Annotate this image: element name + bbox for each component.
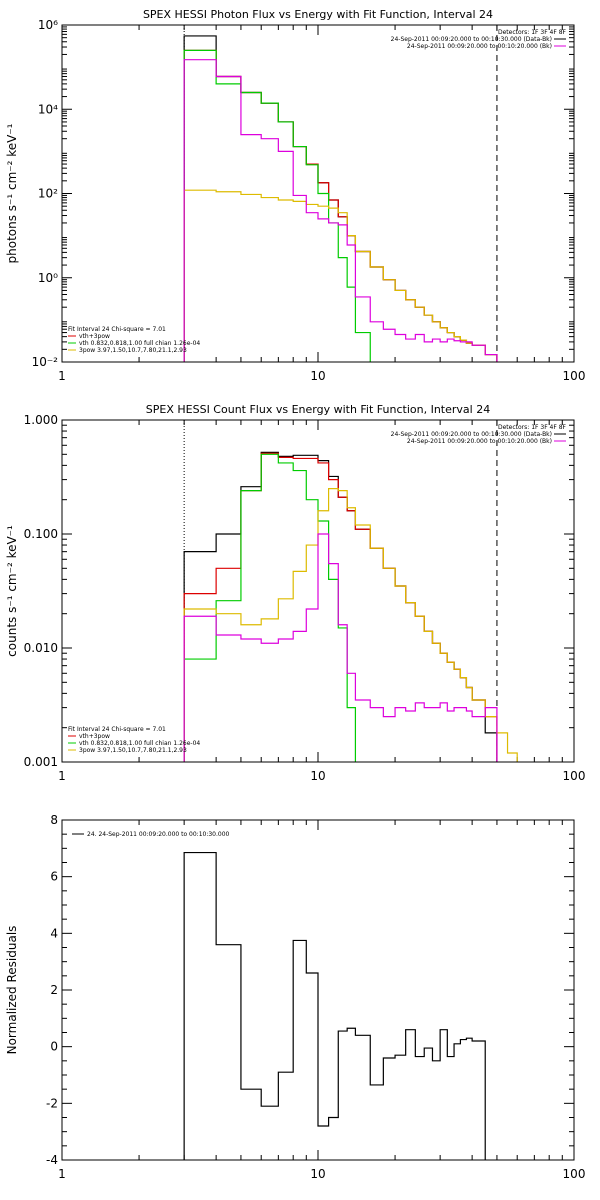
plot-frame: [61, 24, 575, 363]
count-panel: SPEX HESSI Count Flux vs Energy with Fit…: [5, 403, 586, 783]
plot-frame: [61, 819, 575, 1161]
time-range-label: 24-Sep-2011 00:09:20.000 to 00:10:20.000…: [407, 43, 552, 50]
y-tick-label: -2: [46, 1096, 58, 1110]
x-tick-label: 100: [563, 769, 586, 783]
y-tick-label: -4: [46, 1153, 58, 1167]
legend-entry-label: 24. 24-Sep-2011 00:09:20.000 to 00:10:30…: [87, 831, 230, 838]
time-range-label: 24-Sep-2011 00:09:20.000 to 00:10:30.000…: [391, 36, 552, 43]
series-line-1: [183, 452, 498, 762]
fit-legend-header: Fit Interval 24 Chi-square = 7.01: [68, 326, 166, 333]
photon-panel: SPEX HESSI Photon Flux vs Energy with Fi…: [5, 8, 586, 383]
x-tick-label: 100: [563, 1167, 586, 1181]
time-range-label: 24-Sep-2011 00:09:20.000 to 00:10:30.000…: [391, 431, 552, 438]
y-tick-label: 8: [50, 813, 58, 827]
residuals-panel: 1 10 100 -4 -2 0 2 4 6 8 Normalized Residuals 24. 2…: [5, 813, 585, 1181]
y-tick-label: 2: [50, 983, 58, 997]
plot-frame: [61, 419, 575, 763]
x-tick-label: 1: [58, 369, 66, 383]
series-line-0: [183, 35, 498, 362]
detectors-label: Detectors: 1F 3F 4F 8F: [498, 29, 567, 36]
x-tick-label: 1: [58, 769, 66, 783]
chart-title: SPEX HESSI Count Flux vs Energy with Fit…: [146, 403, 490, 416]
detectors-label: Detectors: 1F 3F 4F 8F: [498, 424, 567, 431]
legend-entry-label: vth 0.832,0.818,1.00 full chian 1.26e-04: [79, 340, 200, 347]
y-tick-label: 0: [50, 1040, 58, 1054]
series-line-0: [183, 851, 486, 1160]
y-tick-label: 10⁴: [38, 102, 58, 116]
y-tick-label: 10⁶: [38, 18, 58, 32]
x-tick-label: 10: [310, 1167, 325, 1181]
y-tick-label: 10⁰: [38, 271, 58, 285]
y-tick-label: 0.100: [24, 527, 58, 541]
x-tick-label: 1: [58, 1167, 66, 1181]
y-tick-label: 1.000: [24, 413, 58, 427]
x-tick-label: 10: [310, 769, 325, 783]
series-line-3: [183, 189, 498, 362]
legend-entry-label: 3pow 3.97,1.50,10.7,7.80,21.1,2.93: [79, 347, 187, 354]
y-tick-label: 6: [50, 870, 58, 884]
legend-entry-label: 3pow 3.97,1.50,10.7,7.80,21.1,2.93: [79, 747, 187, 754]
series-group: [183, 451, 518, 762]
y-tick-label: 0.001: [24, 755, 58, 769]
y-tick-label: 10⁻²: [32, 355, 59, 369]
y-axis-label: photons s⁻¹ cm⁻² keV⁻¹: [5, 123, 19, 263]
legend-entry-label: vth+3pow: [79, 333, 110, 340]
y-axis-label: counts s⁻¹ cm⁻² keV⁻¹: [5, 525, 19, 657]
series-line-4: [183, 59, 498, 362]
series-line-1: [183, 49, 498, 362]
series-line-2: [183, 49, 371, 362]
legend-entry-label: vth+3pow: [79, 733, 110, 740]
y-tick-label: 4: [50, 926, 58, 940]
x-tick-label: 100: [563, 369, 586, 383]
legend-entry-label: vth 0.832,0.818,1.00 full chian 1.26e-04: [79, 740, 200, 747]
series-group: [183, 35, 498, 362]
y-tick-label: 0.010: [24, 641, 58, 655]
series-line-4: [183, 533, 498, 762]
x-tick-label: 10: [310, 369, 325, 383]
time-range-label: 24-Sep-2011 00:09:20.000 to 00:10:20.000…: [407, 438, 552, 445]
fit-legend-header: Fit Interval 24 Chi-square = 7.01: [68, 726, 166, 733]
y-axis-label: Normalized Residuals: [5, 926, 19, 1055]
series-group: [183, 851, 486, 1160]
y-tick-label: 10²: [38, 187, 58, 201]
chart-title: SPEX HESSI Photon Flux vs Energy with Fi…: [143, 8, 493, 21]
series-line-0: [183, 451, 498, 762]
series-line-3: [183, 488, 518, 762]
series-line-2: [183, 453, 357, 762]
